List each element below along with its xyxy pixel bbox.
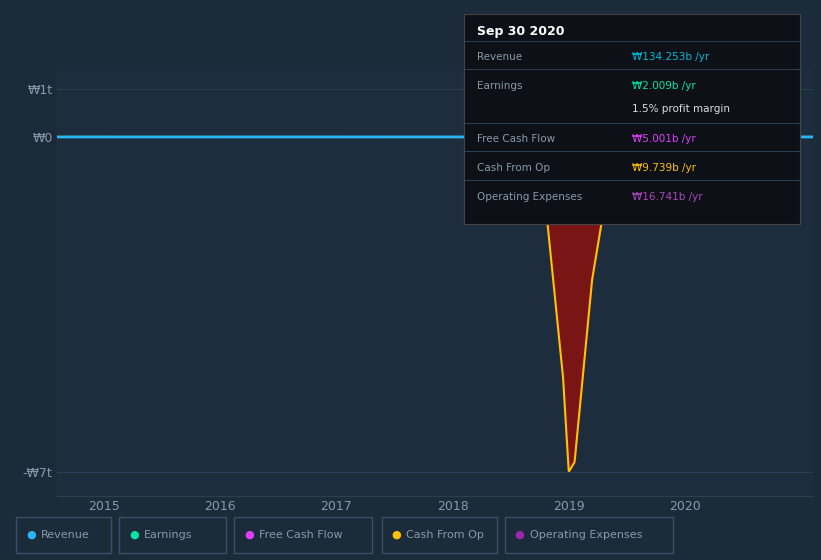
Text: ₩9.739b /yr: ₩9.739b /yr [632,163,696,173]
Text: Earnings: Earnings [144,530,192,540]
Text: Cash From Op: Cash From Op [477,163,550,173]
Text: ●: ● [129,530,139,540]
Text: Revenue: Revenue [477,52,522,62]
Text: Free Cash Flow: Free Cash Flow [259,530,342,540]
Text: ●: ● [244,530,254,540]
Text: ●: ● [392,530,401,540]
Text: ●: ● [26,530,36,540]
Text: Free Cash Flow: Free Cash Flow [477,134,556,144]
Text: ●: ● [515,530,525,540]
Text: ₩16.741b /yr: ₩16.741b /yr [632,193,703,203]
Text: 1.5% profit margin: 1.5% profit margin [632,104,730,114]
Text: Earnings: Earnings [477,81,523,91]
Text: Cash From Op: Cash From Op [406,530,484,540]
Text: Operating Expenses: Operating Expenses [477,193,583,203]
Text: ₩5.001b /yr: ₩5.001b /yr [632,134,696,144]
Text: ₩2.009b /yr: ₩2.009b /yr [632,81,696,91]
Text: Revenue: Revenue [41,530,89,540]
Text: Sep 30 2020: Sep 30 2020 [477,25,565,38]
Text: ₩134.253b /yr: ₩134.253b /yr [632,52,709,62]
Text: Operating Expenses: Operating Expenses [530,530,642,540]
